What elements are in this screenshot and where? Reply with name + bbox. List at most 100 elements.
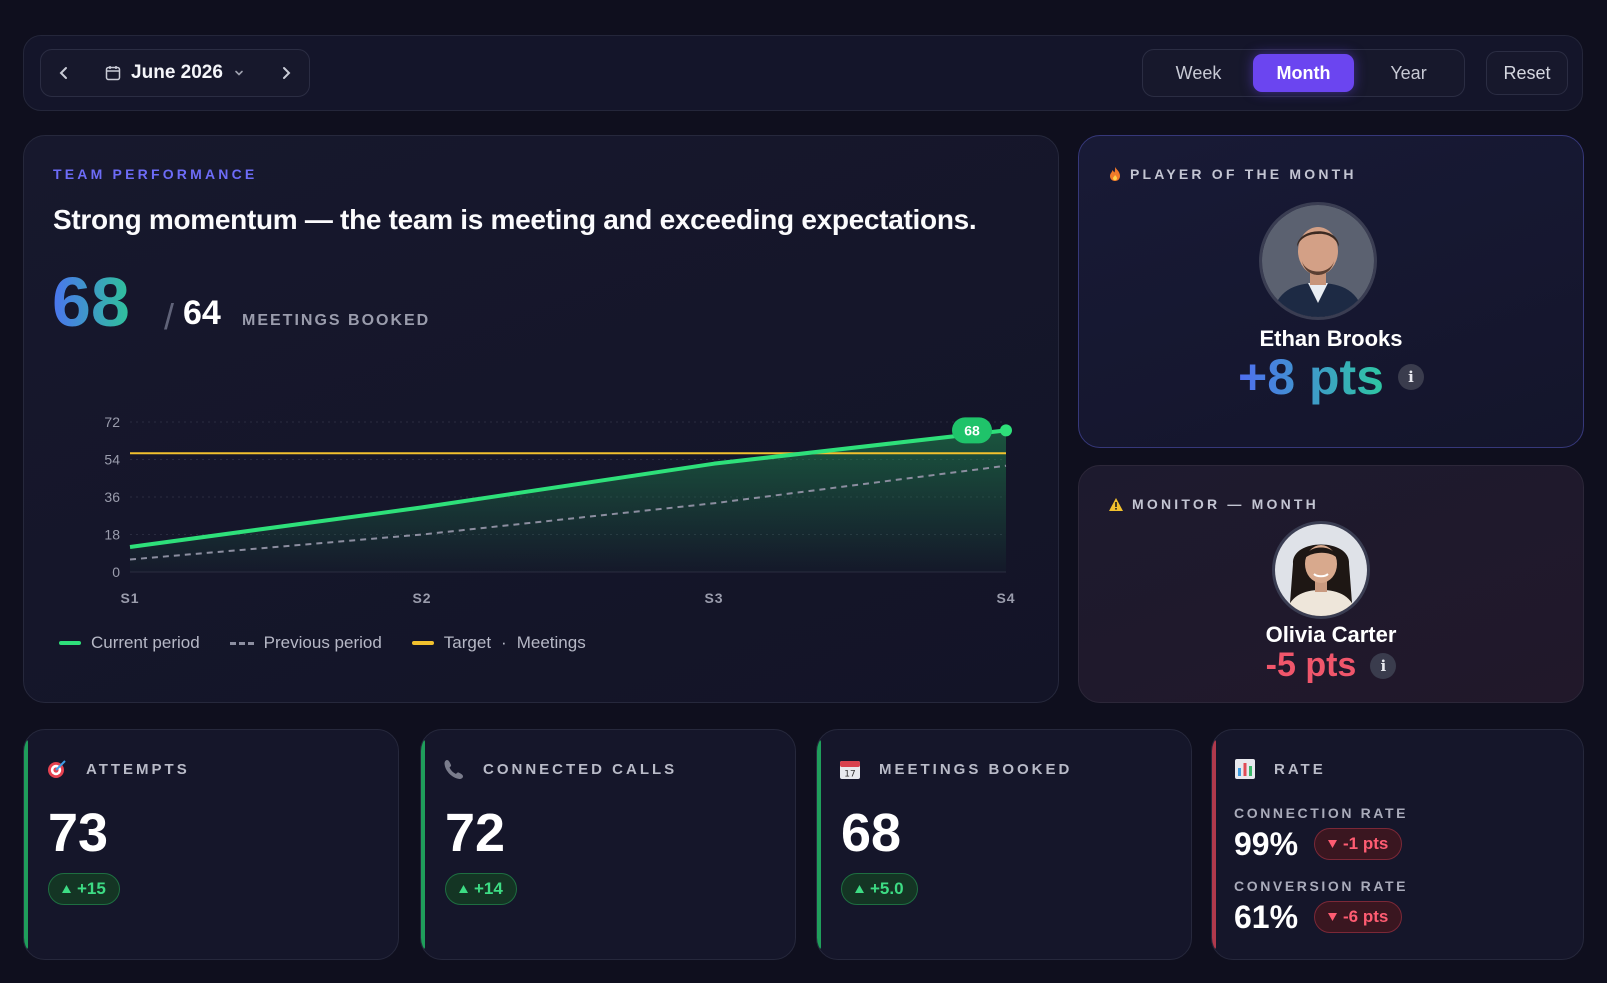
x-tick-label: S4: [996, 590, 1015, 606]
kpi-title: CONNECTED CALLS: [483, 760, 678, 778]
monitor-card: MONITOR — MONTH Olivia Carter -5 pts i: [1078, 465, 1584, 703]
warning-icon: [1109, 497, 1123, 511]
current-period-area: [130, 430, 1006, 572]
connection-rate-delta-badge: -1 pts: [1314, 828, 1403, 860]
y-tick-label: 0: [112, 564, 120, 580]
male-portrait-icon: [1262, 205, 1374, 317]
next-period-button[interactable]: [263, 50, 309, 96]
player-of-month-card: PLAYER OF THE MONTH Ethan Brooks +8 pts …: [1078, 135, 1584, 448]
monitor-points: -5 pts: [1265, 646, 1357, 684]
chevron-left-icon: [59, 67, 67, 79]
top-toolbar: June 2026 Week Month Year Reset: [23, 35, 1583, 111]
kpi-header: RATE: [1234, 758, 1326, 780]
team-performance-card: TEAM PERFORMANCE Strong momentum — the t…: [23, 135, 1059, 703]
female-portrait-icon: [1275, 524, 1367, 616]
player-of-month-title: PLAYER OF THE MONTH: [1130, 166, 1357, 182]
chart-legend: Current period Previous period Target · …: [59, 633, 586, 653]
svg-text:17: 17: [844, 770, 855, 780]
connection-rate-value: 99%: [1234, 826, 1299, 862]
period-label: June 2026: [131, 62, 223, 83]
monitor-name: Olivia Carter: [1265, 622, 1397, 647]
period-dropdown[interactable]: June 2026: [87, 62, 263, 84]
reset-button[interactable]: Reset: [1486, 51, 1568, 95]
previous-period-line: [129, 464, 1007, 561]
player-of-month-points-row: +8 pts i: [1079, 348, 1583, 406]
last-point-label: 68: [964, 422, 980, 438]
kpi-title: ATTEMPTS: [86, 760, 190, 778]
rate-title: RATE: [1274, 760, 1326, 778]
conversion-rate-value: 61%: [1234, 899, 1299, 935]
x-tick-label: S2: [412, 590, 431, 606]
kpi-card-connected-calls: CONNECTED CALLS 72 +14: [420, 729, 796, 960]
player-of-month-name: Ethan Brooks: [1259, 326, 1403, 351]
legend-current-label: Current period: [91, 633, 200, 652]
range-segmented-control: Week Month Year: [1142, 49, 1465, 97]
kpi-card-attempts: ATTEMPTS 73 +15: [23, 729, 399, 960]
connection-rate-label: CONNECTION RATE: [1234, 805, 1409, 821]
period-picker: June 2026: [40, 49, 310, 97]
x-tick-label: S3: [704, 590, 723, 606]
range-week-button[interactable]: Week: [1175, 62, 1222, 83]
y-tick-label: 72: [104, 414, 120, 430]
kpi-card-meetings-booked: 17 MEETINGS BOOKED 68 +5.0: [816, 729, 1192, 960]
conversion-rate-delta: -6 pts: [1343, 907, 1389, 926]
info-icon[interactable]: i: [1397, 364, 1424, 390]
legend-target-swatch: [411, 641, 434, 645]
legend-current-swatch: [59, 641, 81, 645]
phone-icon: [444, 760, 463, 779]
legend-previous: Previous period: [229, 633, 382, 653]
calendar-icon: [105, 66, 121, 81]
kpi-value: 73: [48, 803, 109, 863]
player-of-month-points: +8 pts: [1238, 349, 1384, 405]
legend-target: Target · Meetings: [411, 633, 586, 653]
kpi-value: 72: [445, 803, 506, 863]
monitor-points-row: -5 pts i: [1079, 646, 1583, 685]
meetings-value: 68: [52, 263, 130, 341]
kpi-header: 17 MEETINGS BOOKED: [839, 758, 1072, 780]
y-tick-label: 18: [104, 527, 120, 543]
chevron-down-icon: [235, 70, 243, 76]
legend-metric-label: Meetings: [516, 633, 586, 652]
kpi-delta-badge: +5.0: [841, 873, 918, 905]
performance-headline: Strong momentum — the team is meeting an…: [53, 204, 977, 235]
legend-dot: ·: [501, 633, 507, 652]
kpi-delta: +14: [474, 879, 503, 898]
calendar-icon: 17: [840, 761, 860, 780]
triangle-up-icon: [62, 885, 71, 893]
range-month-button[interactable]: Month: [1253, 54, 1354, 92]
chevron-right-icon: [283, 67, 291, 79]
conversion-rate-label: CONVERSION RATE: [1234, 878, 1409, 894]
meetings-line-chart: 0 18 36 54 72 S1 S2 S3 S4 68: [104, 414, 1015, 606]
legend-current: Current period: [59, 633, 200, 653]
prev-period-button[interactable]: [41, 50, 87, 96]
last-point-marker: [1000, 424, 1012, 437]
meetings-target: 64: [183, 294, 221, 332]
player-of-month-eyebrow: PLAYER OF THE MONTH: [1108, 166, 1357, 182]
kpi-delta-badge: +15: [48, 873, 120, 905]
legend-target-label: Target: [443, 633, 492, 652]
kpi-title: MEETINGS BOOKED: [879, 760, 1073, 778]
kpi-card-rate: RATE CONNECTION RATE 99% -1 pts CONVERSI…: [1211, 729, 1584, 960]
meetings-label: MEETINGS BOOKED: [242, 312, 431, 329]
range-year-button[interactable]: Year: [1390, 62, 1427, 83]
y-tick-label: 54: [104, 452, 120, 468]
connection-rate-delta: -1 pts: [1343, 834, 1389, 853]
x-tick-label: S1: [120, 590, 139, 606]
info-icon[interactable]: i: [1370, 652, 1397, 679]
kpi-delta: +15: [77, 879, 106, 898]
legend-previous-label: Previous period: [263, 633, 382, 652]
triangle-down-icon: [1328, 840, 1337, 848]
kpi-header: CONNECTED CALLS: [443, 758, 677, 780]
monitor-title: MONITOR — MONTH: [1132, 496, 1319, 512]
kpi-header: ATTEMPTS: [46, 758, 190, 780]
olivia-carter-avatar: [1272, 521, 1370, 619]
monitor-eyebrow: MONITOR — MONTH: [1108, 496, 1319, 512]
triangle-up-icon: [459, 885, 468, 893]
last-point-label-pill: [952, 417, 992, 444]
legend-previous-swatch: [229, 641, 254, 645]
triangle-down-icon: [1328, 913, 1337, 921]
kpi-value: 68: [841, 803, 902, 863]
flame-icon: [1110, 167, 1120, 181]
kpi-delta: +5.0: [870, 879, 904, 898]
performance-eyebrow: TEAM PERFORMANCE: [53, 166, 258, 182]
